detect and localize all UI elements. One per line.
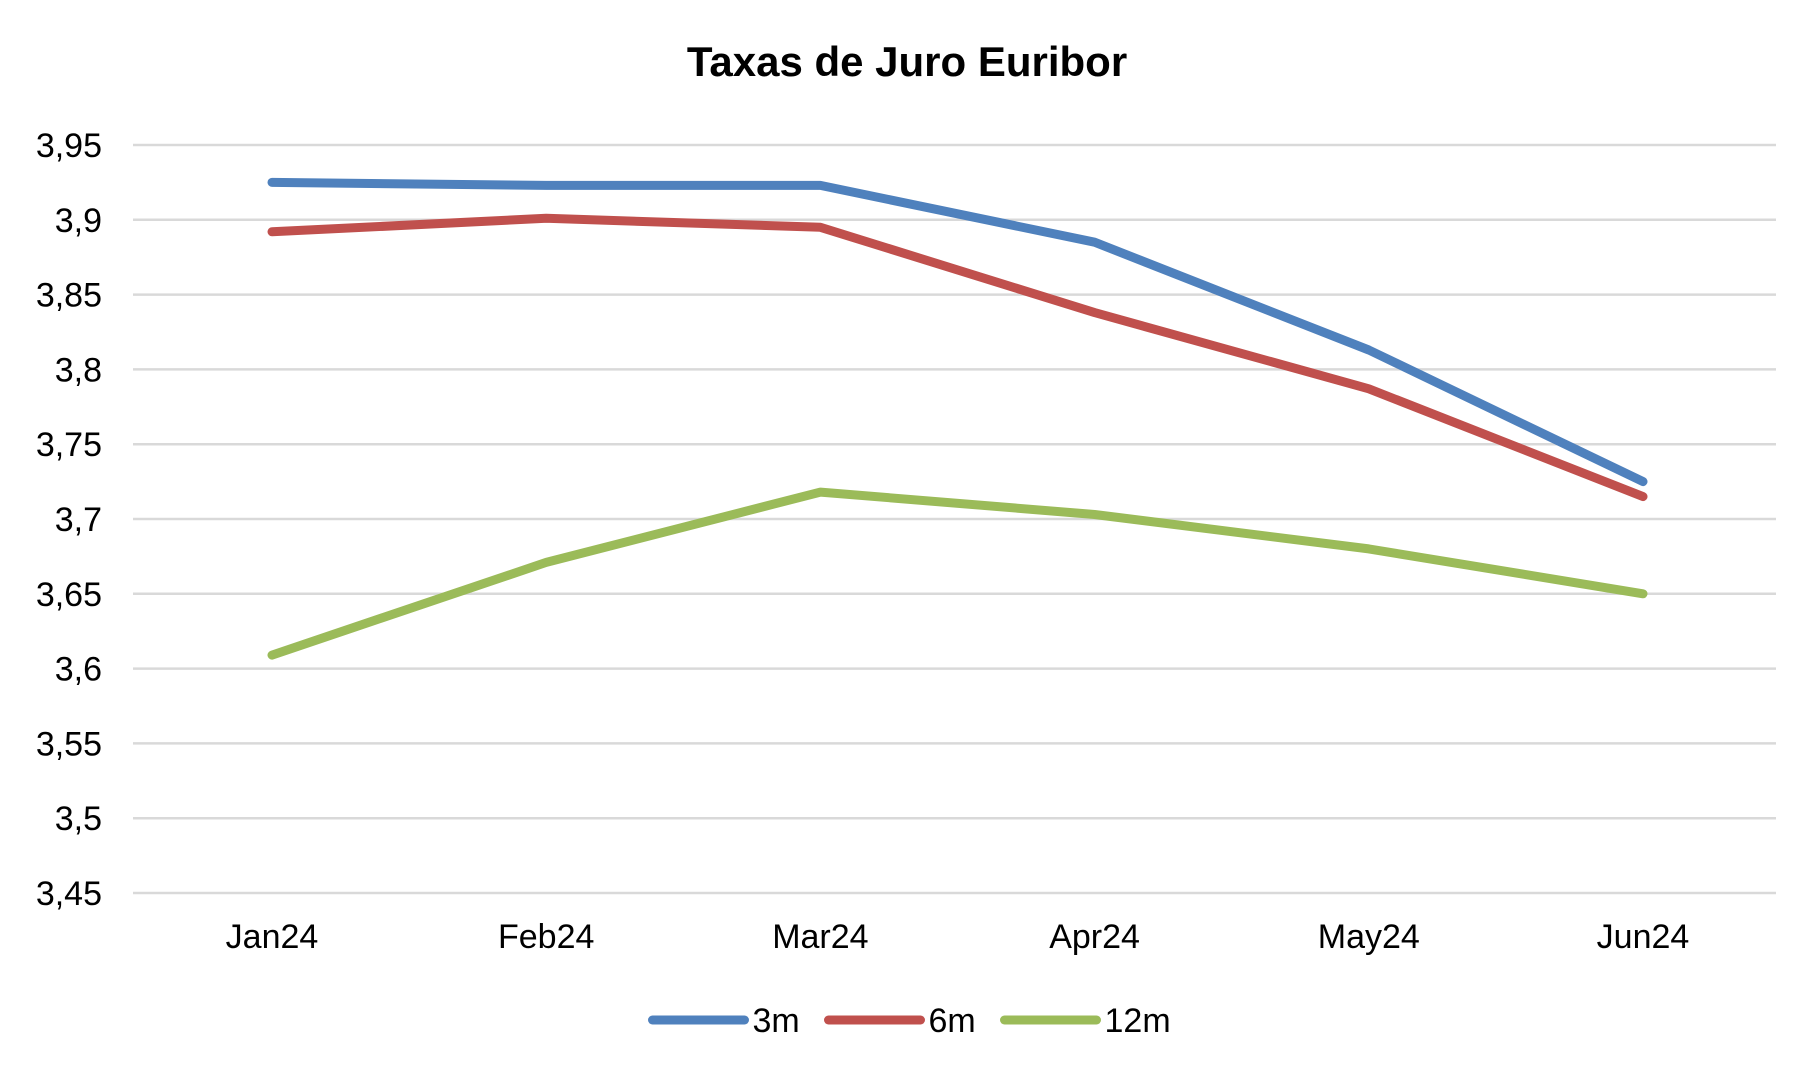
legend-item-6m: 6m: [824, 1002, 976, 1040]
y-tick-label: 3,7: [55, 501, 102, 539]
y-tick-label: 3,9: [55, 202, 102, 240]
y-axis-tick-labels: 3,45 3,5 3,55 3,6 3,65 3,7 3,75 3,8 3,85 3,9 3,95: [36, 127, 102, 913]
y-tick-label: 3,55: [36, 725, 102, 763]
series-lines: [267, 177, 1648, 660]
series-line-12m: [267, 487, 1648, 660]
chart-title: Taxas de Juro Euribor: [687, 38, 1127, 85]
y-tick-label: 3,6: [55, 651, 102, 689]
legend: 3m 6m 12m: [648, 1002, 1171, 1040]
legend-label: 3m: [753, 1002, 800, 1040]
x-tick-label: Jun24: [1597, 918, 1690, 956]
y-tick-label: 3,8: [55, 351, 102, 389]
gridlines: [133, 143, 1776, 895]
y-tick-label: 3,65: [36, 576, 102, 614]
x-tick-label: Mar24: [772, 918, 868, 956]
x-tick-label: May24: [1318, 918, 1420, 956]
y-tick-label: 3,95: [36, 127, 102, 165]
legend-item-3m: 3m: [648, 1002, 800, 1040]
x-axis-tick-labels: Jan24 Feb24 Mar24 Apr24 May24 Jun24: [226, 918, 1690, 956]
legend-label: 12m: [1105, 1002, 1171, 1040]
y-tick-label: 3,45: [36, 875, 102, 913]
x-tick-label: Apr24: [1049, 918, 1140, 956]
legend-item-12m: 12m: [1000, 1002, 1171, 1040]
y-tick-label: 3,85: [36, 277, 102, 315]
y-tick-label: 3,5: [55, 800, 102, 838]
x-tick-label: Jan24: [226, 918, 319, 956]
series-line-3m: [267, 177, 1648, 487]
y-tick-label: 3,75: [36, 426, 102, 464]
series-line-6m: [267, 213, 1648, 502]
x-tick-label: Feb24: [498, 918, 594, 956]
legend-label: 6m: [929, 1002, 976, 1040]
